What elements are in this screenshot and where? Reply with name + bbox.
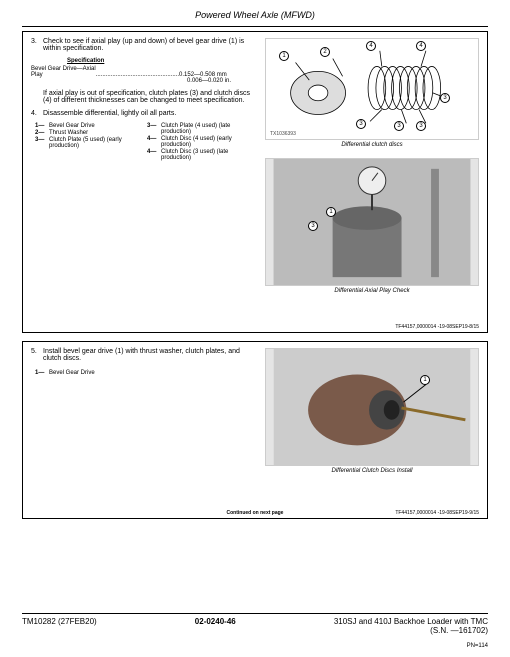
callout-p3: 3 (308, 221, 318, 231)
spec-label: Bevel Gear Drive—AxialPlay (31, 66, 96, 78)
page-footer: TM10282 (27FEB20) 02-0240-46 310SJ and 4… (22, 613, 488, 649)
callout-3b: 3 (356, 119, 366, 129)
step5-num: 5. (31, 348, 43, 362)
leg-n: 1— (35, 123, 49, 129)
page-number: PN=114 (22, 643, 488, 649)
spec-para: If axial play is out of specification, c… (43, 90, 259, 104)
leg-t: Bevel Gear Drive (49, 370, 95, 376)
footer-right1: 310SJ and 410J Backhoe Loader with TMC (334, 617, 488, 626)
leg-t: Thrust Washer (49, 130, 88, 136)
page-header: Powered Wheel Axle (MFWD) (22, 10, 488, 20)
step4-num: 4. (31, 110, 43, 117)
callout-4a: 4 (366, 41, 376, 51)
callout-1: 1 (279, 51, 289, 61)
step4-text: Disassemble differential, lightly oil al… (43, 110, 259, 117)
leg-n: 4— (147, 149, 161, 161)
callout-i1: 1 (420, 375, 430, 385)
leg-n: 2— (35, 130, 49, 136)
footer-right2: (S.N. —161702) (334, 626, 488, 635)
leg-n: 3— (147, 123, 161, 135)
leg-t: Clutch Plate (4 used) (late production) (161, 123, 259, 135)
fig1-caption: Differential clutch discs (265, 142, 479, 148)
callout-4b: 4 (416, 41, 426, 51)
leg-n: 1— (35, 370, 49, 376)
callout-3a: 3 (440, 93, 450, 103)
step3-text: Check to see if axial play (up and down)… (43, 38, 259, 52)
spec-header: Specification (67, 58, 259, 64)
legend: 1—Bevel Gear Drive 2—Thrust Washer 3—Clu… (35, 123, 259, 162)
callout-3d: 3 (416, 121, 426, 131)
section-2: 5. Install bevel gear drive (1) with thr… (22, 341, 488, 519)
leg-t: Clutch Plate (5 used) (early production) (49, 137, 147, 149)
sect1-footnote: TF44157,0000014 -19-08SEP19-8/15 (395, 324, 479, 330)
spec-val2: 0.006—0.020 in. (31, 78, 259, 84)
step5-text: Install bevel gear drive (1) with thrust… (43, 348, 259, 362)
fig1-ref: TX1036393 (270, 131, 296, 137)
leg-t: Clutch Disc (4 used) (early production) (161, 136, 259, 148)
header-rule (22, 26, 488, 27)
figure-install: 1 (265, 348, 479, 466)
footer-center: 02-0240-46 (195, 617, 236, 635)
leg-n: 3— (35, 137, 49, 149)
footer-left: TM10282 (27FEB20) (22, 617, 97, 635)
fig2-caption: Differential Axial Play Check (265, 288, 479, 294)
callout-3c: 3 (394, 121, 404, 131)
spec-line: Bevel Gear Drive—AxialPlay..............… (31, 66, 259, 78)
callout-2: 2 (320, 47, 330, 57)
leg-t: Bevel Gear Drive (49, 123, 95, 129)
leg-n: 4— (147, 136, 161, 148)
step3-num: 3. (31, 38, 43, 52)
leg-t: Clutch Disc (3 used) (late production) (161, 149, 259, 161)
sect2-footnote: TF44157,0000014 -19-08SEP19-9/15 (395, 510, 479, 516)
section-1: 3. Check to see if axial play (up and do… (22, 31, 488, 333)
fig3-caption: Differential Clutch Discs Install (265, 468, 479, 474)
callout-p1: 1 (326, 207, 336, 217)
figure-clutch-discs: 1 2 4 4 3 3 3 3 TX1036393 (265, 38, 479, 140)
figure-axial-play: 1 3 (265, 158, 479, 286)
